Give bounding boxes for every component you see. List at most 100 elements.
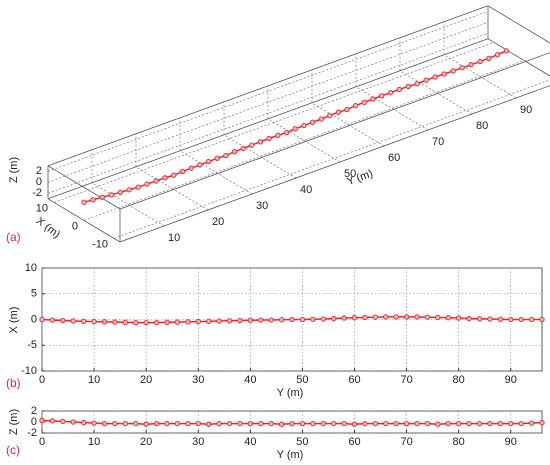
data-point	[466, 315, 472, 322]
y-tick-label: 5	[31, 288, 37, 300]
y-tick-label: 60	[388, 152, 400, 164]
data-point	[351, 421, 358, 427]
trajectory-point	[81, 199, 87, 205]
box-edge	[47, 198, 121, 243]
grid-line	[47, 10, 489, 172]
trajectory-point	[240, 145, 246, 152]
data-point	[372, 314, 378, 320]
data-point	[278, 317, 285, 323]
data-point	[268, 317, 274, 323]
data-point	[393, 314, 399, 320]
trajectory-point	[459, 65, 465, 71]
trajectory-point	[301, 122, 307, 129]
data-point	[101, 420, 108, 427]
data-point	[539, 419, 545, 426]
data-point	[185, 319, 191, 325]
trajectory-point	[477, 58, 483, 65]
data-point	[528, 420, 535, 426]
data-point	[164, 319, 170, 325]
data-point	[539, 316, 545, 323]
trajectory-point	[266, 135, 272, 142]
x-tick-label: 0	[39, 436, 45, 448]
data-point	[133, 319, 139, 326]
data-point	[518, 420, 524, 427]
data-point	[174, 319, 181, 325]
data-point	[195, 318, 201, 325]
data-point	[143, 421, 149, 427]
trajectory-point	[283, 129, 290, 136]
y-tick-label: 50	[344, 168, 356, 180]
trajectory-point	[494, 51, 501, 58]
data-point	[393, 420, 399, 427]
grid-line	[399, 70, 473, 115]
data-point	[310, 420, 316, 427]
x-tick-label: 40	[244, 436, 256, 448]
trajectory-point	[432, 74, 438, 80]
y-tick-label: 70	[432, 136, 444, 148]
box-edge	[487, 38, 550, 77]
x-tick-label: 60	[348, 374, 360, 386]
panel-label: (b)	[6, 376, 21, 390]
trajectory-point	[126, 187, 132, 193]
trajectory-point	[352, 102, 359, 109]
data-point	[518, 316, 524, 323]
y-tick-label: 0	[31, 416, 37, 428]
x-tick-label: 20	[140, 374, 152, 386]
data-point	[487, 420, 493, 427]
trajectory-point	[171, 172, 177, 178]
trajectory-point	[144, 181, 150, 187]
data-point	[362, 314, 368, 321]
x-tick-label: 90	[505, 436, 517, 448]
x-tick-label: 80	[453, 436, 465, 448]
data-point	[49, 418, 56, 424]
trajectory-point	[257, 139, 264, 145]
data-point	[362, 420, 368, 427]
trajectory-point	[153, 178, 159, 184]
data-point	[237, 317, 243, 324]
trajectory-point	[117, 189, 123, 195]
data-point	[320, 420, 326, 427]
trajectory-point	[468, 62, 474, 68]
trajectory-point	[503, 48, 510, 54]
data-point	[424, 420, 431, 427]
data-point	[91, 318, 97, 325]
trajectory-point	[249, 142, 255, 148]
box-edge	[47, 5, 489, 167]
x-tick-label: 10	[88, 374, 100, 386]
z-tick-label: 2	[36, 165, 42, 177]
data-point	[456, 315, 462, 321]
data-point	[299, 316, 306, 323]
data-point	[497, 420, 503, 427]
data-point	[39, 417, 45, 423]
grid-line	[267, 118, 341, 163]
trajectory-point	[318, 116, 324, 122]
y-axis-label: Z (m)	[8, 409, 20, 435]
data-point	[122, 319, 128, 325]
x-tick-label: 60	[348, 436, 360, 448]
trajectory-point	[335, 109, 341, 115]
data-point	[91, 420, 97, 426]
trajectory-point	[275, 132, 281, 138]
y-tick-label: 10	[168, 232, 180, 244]
trajectory-point	[405, 83, 411, 89]
data-point	[49, 317, 56, 323]
data-point	[435, 314, 441, 321]
z-axis-label: Z (m)	[8, 157, 20, 183]
data-point	[310, 316, 316, 322]
box-edge	[119, 52, 550, 210]
trajectory-point	[486, 55, 492, 61]
box-edge	[487, 5, 550, 44]
trajectory-point	[188, 165, 194, 171]
data-point	[414, 420, 420, 427]
data-point	[216, 420, 222, 427]
x-tick-label: 30	[192, 374, 204, 386]
data-point	[331, 315, 337, 322]
x-tick-label: 90	[505, 374, 517, 386]
box-edge	[47, 38, 489, 200]
trajectory-point	[309, 119, 316, 125]
trajectory-point	[231, 149, 238, 155]
y-tick-label: 80	[476, 120, 488, 132]
data-point	[466, 420, 472, 427]
trajectory-point	[135, 184, 141, 190]
trajectory-point	[450, 68, 456, 74]
